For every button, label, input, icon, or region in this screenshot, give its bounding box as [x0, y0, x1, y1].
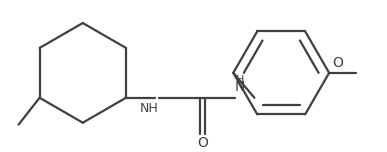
Text: N: N — [235, 80, 245, 94]
Text: O: O — [197, 136, 208, 150]
Text: NH: NH — [139, 102, 158, 115]
Text: H: H — [236, 75, 244, 85]
Text: O: O — [332, 56, 343, 70]
